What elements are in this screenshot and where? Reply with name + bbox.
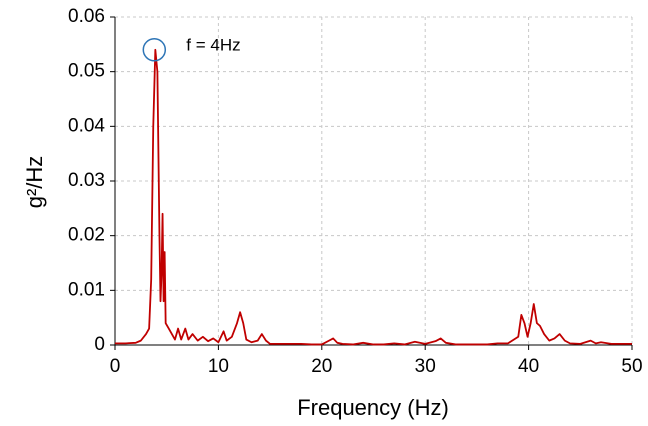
- x-tick-label: 30: [415, 356, 436, 377]
- x-tick-label: 20: [311, 356, 332, 377]
- y-tick-label: 0.06: [68, 6, 105, 27]
- annotation-circle: [142, 38, 167, 62]
- y-tick-label: 0.04: [68, 115, 105, 136]
- x-tick-label: 0: [110, 356, 121, 377]
- annotation-text: f = 4Hz: [186, 35, 240, 54]
- y-axis-label: g²/Hz: [22, 156, 47, 209]
- data-line: [115, 48, 632, 346]
- x-axis-label: Frequency (Hz): [297, 395, 449, 420]
- x-tick-label: 10: [208, 356, 229, 377]
- x-tick-label: 40: [518, 356, 539, 377]
- x-tick-label: 50: [621, 356, 642, 377]
- y-tick-label: 0.02: [68, 225, 105, 246]
- y-tick-label: 0.01: [68, 279, 105, 300]
- y-tick-label: 0: [94, 334, 105, 355]
- y-tick-label: 0.03: [68, 170, 105, 191]
- y-tick-label: 0.05: [68, 61, 105, 82]
